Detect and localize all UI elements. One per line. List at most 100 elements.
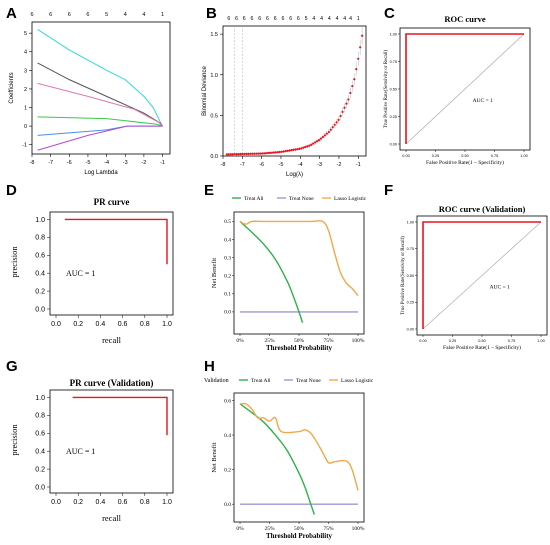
- y-axis-label: True Positive Rate(Sensivity or Recall): [401, 236, 406, 315]
- y-tick-label: 0.50: [390, 87, 397, 91]
- deviance-point: [323, 134, 326, 137]
- x-tick-label: 0.8: [140, 321, 150, 328]
- x-tick-label: -5: [279, 162, 284, 168]
- panel-d-pr-curve: PR curve 0.0 0.2 0.4 0.6 0.8 1.0 0.0 0.2 0.4 0.6 0.…: [9, 197, 174, 345]
- y-tick-label: 1.5: [210, 32, 218, 38]
- x-tick-label: -3: [317, 162, 322, 168]
- deviance-point: [257, 152, 260, 155]
- deviance-point: [235, 153, 238, 156]
- deviance-point: [284, 150, 287, 153]
- y-tick-label: 0.2: [35, 466, 45, 473]
- y-tick-label: 0.0: [224, 310, 231, 316]
- roc-curve: [405, 33, 524, 144]
- x-tick-label: -4: [104, 160, 109, 166]
- panel-f-roc-curve-validation: ROC curve (Validation) 0.00 0.25 0.50 0.75 1.…: [401, 204, 548, 351]
- x-tick-label: -1: [160, 160, 165, 166]
- x-tick-label: -7: [48, 160, 53, 166]
- legend-title: Validation: [204, 378, 229, 384]
- legend-label: Treat All: [244, 196, 264, 202]
- y-axis-label: True Positive Rate(Sensivity or Recall): [384, 49, 389, 128]
- x-tick-label: 0.00: [419, 339, 426, 343]
- deviance-point: [261, 152, 264, 155]
- x-axis-label: Threshold Probability: [266, 532, 333, 540]
- deviance-point: [331, 126, 334, 129]
- top-axis-label: 6: [266, 16, 269, 22]
- deviance-point: [276, 151, 279, 154]
- x-tick-label: -4: [298, 162, 303, 168]
- deviance-point: [290, 149, 293, 152]
- panel-letter-c: C: [384, 5, 395, 22]
- y-tick-label: 0.0: [224, 502, 231, 508]
- top-axis-label: 4: [320, 16, 323, 22]
- x-axis-label: False Positive Rate(1 – Specificity): [443, 344, 521, 351]
- x-tick-label: 0.6: [118, 499, 128, 506]
- y-tick-label: 1.00: [407, 220, 414, 224]
- deviance-point: [263, 152, 266, 155]
- series-line-lasso-logistic: [239, 220, 359, 297]
- x-tick-label: 0%: [236, 526, 244, 532]
- y-tick-label: 2: [24, 87, 27, 93]
- y-tick-label: 5: [24, 31, 27, 37]
- x-tick-label: 25%: [264, 338, 275, 344]
- legend-label: Treat All: [251, 378, 271, 384]
- deviance-point: [347, 98, 350, 101]
- panel-c-roc-curve: ROC curve 0.00 0.25 0.50 0.75 1.00 0.00 0.25 0.5…: [384, 14, 531, 166]
- series-line-treat-all: [239, 220, 304, 323]
- top-axis-label: 6: [274, 16, 277, 22]
- panel-a-lasso-coefficients: -8 -7 -6 -5 -4 -3 -2 -1 -1 0 1 2 3 4 5 6 6 6 6 5 4 4 1 Log Lamb…: [9, 12, 171, 176]
- top-axis-label: 4: [328, 16, 331, 22]
- chart-title: PR curve (Validation): [70, 378, 154, 388]
- plot-frame: [233, 211, 365, 335]
- deviance-point: [239, 152, 242, 156]
- deviance-point: [251, 152, 254, 155]
- panel-h-decision-curve-validation: 0% 25% 50% 75% 100% 0.0 0.2 0.4 0.6 Threshold Pro…: [204, 378, 374, 540]
- top-axis-label: 6: [68, 12, 71, 18]
- y-tick-label: 1: [24, 106, 27, 112]
- deviance-point: [345, 102, 348, 105]
- y-tick-label: 0.8: [35, 235, 45, 242]
- plot-frame: [31, 21, 171, 155]
- deviance-point: [333, 123, 336, 126]
- y-tick-label: 0.2: [224, 274, 231, 280]
- legend-label: Lasso Logistic: [334, 196, 367, 202]
- panel-letter-e: E: [204, 182, 214, 199]
- top-axis-label: 4: [312, 16, 315, 22]
- coefficient-path-2: [37, 62, 163, 127]
- y-tick-label: 0.2: [224, 467, 231, 473]
- deviance-point: [312, 142, 315, 145]
- panel-letter-a: A: [6, 5, 17, 22]
- deviance-point: [231, 153, 234, 156]
- x-tick-label: 50%: [294, 526, 305, 532]
- deviance-point: [278, 150, 281, 154]
- deviance-point: [339, 114, 342, 118]
- top-axis-label: 1: [357, 16, 360, 22]
- y-tick-label: 0.25: [407, 301, 414, 305]
- y-tick-label: 0.4: [35, 448, 45, 455]
- panel-letter-h: H: [204, 358, 215, 375]
- top-axis-label: 5: [305, 16, 308, 22]
- deviance-point: [245, 152, 248, 155]
- top-axis-label: 6: [243, 16, 246, 22]
- y-tick-label: 1.0: [210, 73, 218, 79]
- x-tick-label: -5: [86, 160, 91, 166]
- y-tick-label: 3: [24, 68, 27, 74]
- y-tick-label: 0.8: [35, 413, 45, 420]
- legend-label: Treat None: [289, 196, 314, 202]
- deviance-point: [249, 152, 252, 155]
- x-tick-label: -3: [123, 160, 128, 166]
- top-axis-label: 6: [30, 12, 33, 18]
- top-axis-label: 6: [235, 16, 238, 22]
- x-tick-label: -6: [67, 160, 72, 166]
- deviance-point: [298, 147, 301, 150]
- chart-title: ROC curve: [444, 14, 486, 24]
- deviance-point: [247, 152, 250, 155]
- deviance-point: [361, 34, 364, 37]
- deviance-point: [335, 121, 338, 124]
- deviance-point: [337, 118, 340, 121]
- y-tick-label: 1.0: [35, 217, 45, 224]
- deviance-point: [321, 135, 325, 139]
- top-axis-label: 4: [343, 16, 346, 22]
- plot-frame: [222, 25, 367, 157]
- legend-label: Treat None: [296, 378, 321, 384]
- x-tick-label: 1.00: [520, 154, 527, 158]
